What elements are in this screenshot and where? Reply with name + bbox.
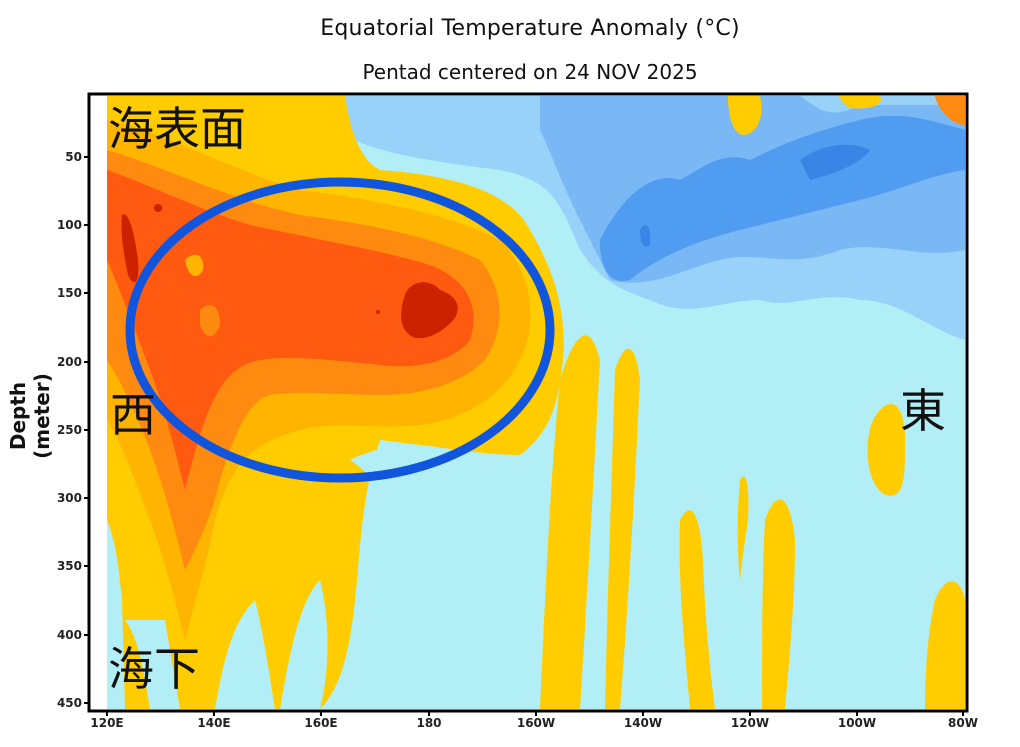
chart-subtitle: Pentad centered on 24 NOV 2025 [362, 60, 698, 84]
y-tick-label: 100 [56, 218, 82, 232]
y-tick-label: 250 [56, 423, 82, 437]
highlight-ellipse [125, 177, 555, 483]
x-tick-label: 180 [416, 716, 442, 730]
x-tick-label: 80W [948, 716, 978, 730]
y-tick-label: 150 [56, 286, 82, 300]
y-tick-label: 400 [56, 628, 82, 642]
x-tick-label: 140W [623, 716, 663, 730]
y-tick-label: 450 [56, 696, 82, 710]
x-tick-label: 140E [197, 716, 231, 730]
x-tick-label: 120W [730, 716, 770, 730]
x-tick-marks [106, 711, 964, 716]
x-tick-label: 120E [90, 716, 124, 730]
contour-fill [107, 96, 965, 709]
annotation-west: 西 [110, 388, 156, 442]
plot-frame [87, 92, 969, 713]
chart-title: Equatorial Temperature Anomaly (°C) [320, 16, 740, 41]
x-tick-label: 160E [304, 716, 338, 730]
y-tick-label: 300 [56, 491, 82, 505]
x-tick-label: 100W [837, 716, 877, 730]
annotation-sea-surface: 海表面 [108, 102, 246, 156]
annotation-subsurface: 海下 [108, 642, 200, 696]
x-tick-label: 160W [516, 716, 556, 730]
y-tick-label: 350 [56, 559, 82, 573]
annotation-east: 東 [900, 384, 946, 438]
y-tick-label: 50 [65, 150, 82, 164]
y-tick-marks [84, 156, 89, 704]
y-tick-label: 200 [56, 355, 82, 369]
